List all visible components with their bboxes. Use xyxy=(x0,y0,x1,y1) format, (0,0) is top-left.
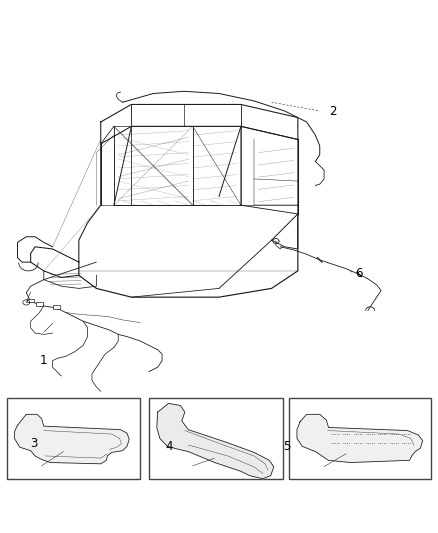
Bar xyxy=(36,302,43,306)
Text: 1: 1 xyxy=(40,354,48,367)
Bar xyxy=(7,398,140,479)
Bar xyxy=(149,398,283,479)
Text: 2: 2 xyxy=(329,104,337,117)
Polygon shape xyxy=(297,414,423,463)
Text: 4: 4 xyxy=(165,440,173,453)
Text: 5: 5 xyxy=(283,440,290,453)
Polygon shape xyxy=(14,414,129,464)
Bar xyxy=(289,398,431,479)
Text: 6: 6 xyxy=(355,266,363,280)
Polygon shape xyxy=(157,403,274,479)
Text: 3: 3 xyxy=(31,438,38,450)
Bar xyxy=(53,305,60,309)
Bar xyxy=(27,299,34,302)
